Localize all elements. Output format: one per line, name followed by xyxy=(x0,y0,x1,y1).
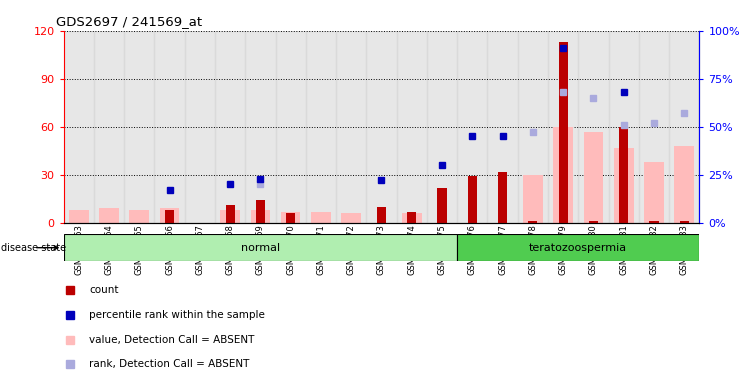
Bar xyxy=(614,147,634,223)
Bar xyxy=(336,31,367,223)
Bar xyxy=(523,175,543,223)
Bar xyxy=(609,31,639,223)
Text: teratozoospermia: teratozoospermia xyxy=(530,243,628,253)
Text: normal: normal xyxy=(241,243,280,253)
Bar xyxy=(154,31,185,223)
Bar xyxy=(129,210,149,223)
Bar xyxy=(559,42,568,223)
Text: disease state: disease state xyxy=(1,243,67,253)
Bar xyxy=(518,31,548,223)
Text: value, Detection Call = ABSENT: value, Detection Call = ABSENT xyxy=(89,335,254,345)
Bar xyxy=(165,210,174,223)
Bar xyxy=(286,213,295,223)
Bar xyxy=(215,31,245,223)
Bar xyxy=(644,162,663,223)
Bar xyxy=(498,172,507,223)
Bar xyxy=(245,31,275,223)
Bar xyxy=(457,234,699,261)
Bar xyxy=(64,234,457,261)
Bar xyxy=(69,210,88,223)
Bar xyxy=(619,127,628,223)
Bar xyxy=(160,208,180,223)
Bar xyxy=(124,31,154,223)
Bar xyxy=(554,127,573,223)
Bar xyxy=(649,221,658,223)
Bar xyxy=(311,212,331,223)
Bar xyxy=(94,31,124,223)
Bar xyxy=(639,31,669,223)
Bar xyxy=(407,212,417,223)
Bar xyxy=(528,221,537,223)
Bar xyxy=(396,31,427,223)
Text: percentile rank within the sample: percentile rank within the sample xyxy=(89,310,265,320)
Bar xyxy=(367,31,396,223)
Bar xyxy=(457,31,488,223)
Bar xyxy=(488,31,518,223)
Bar xyxy=(341,213,361,223)
Bar xyxy=(280,212,301,223)
Bar xyxy=(306,31,336,223)
Bar xyxy=(583,132,603,223)
Bar xyxy=(675,146,694,223)
Bar xyxy=(275,31,306,223)
Bar xyxy=(438,187,447,223)
Bar xyxy=(220,210,240,223)
Text: rank, Detection Call = ABSENT: rank, Detection Call = ABSENT xyxy=(89,359,249,369)
Bar xyxy=(256,200,265,223)
Bar xyxy=(402,213,422,223)
Text: count: count xyxy=(89,285,118,295)
Bar xyxy=(589,221,598,223)
Bar xyxy=(99,208,119,223)
Bar xyxy=(185,31,215,223)
Bar xyxy=(548,31,578,223)
Text: GDS2697 / 241569_at: GDS2697 / 241569_at xyxy=(56,15,202,28)
Bar xyxy=(669,31,699,223)
Bar xyxy=(578,31,609,223)
Bar xyxy=(64,31,94,223)
Bar xyxy=(377,207,386,223)
Bar xyxy=(427,31,457,223)
Bar xyxy=(251,210,270,223)
Bar xyxy=(468,176,476,223)
Bar xyxy=(226,205,235,223)
Bar xyxy=(680,221,689,223)
